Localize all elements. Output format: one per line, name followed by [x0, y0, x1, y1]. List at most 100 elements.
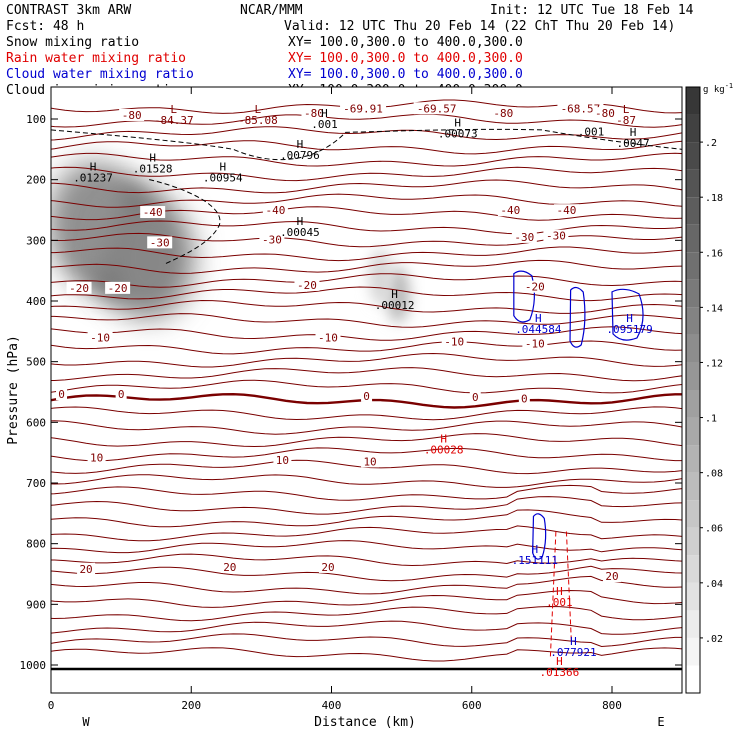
x-tick-label: 400 — [322, 699, 342, 712]
rain-contours — [549, 531, 572, 659]
isotherm-line — [51, 620, 682, 635]
isotherm-line — [51, 152, 682, 167]
x-axis-title: Distance (km) — [314, 715, 416, 730]
colorbar-frame — [685, 86, 701, 694]
temperature-label-bg — [592, 107, 618, 120]
temperature-label: 10 — [90, 452, 103, 465]
extremum-value: .001 — [546, 596, 573, 609]
isotherm-line — [51, 367, 682, 382]
x-tick-label: 200 — [181, 699, 201, 712]
isotherm-line — [51, 484, 682, 501]
colorbar-segment — [686, 472, 700, 501]
snow-blob — [368, 248, 393, 305]
extremum-marker: H — [219, 161, 226, 174]
isotherm-line — [51, 313, 682, 328]
temperature-label-bg — [553, 204, 579, 217]
colorbar-tick-label: .14 — [705, 303, 723, 314]
extremum-marker: H — [149, 151, 156, 164]
extremum-value: -87 — [616, 114, 636, 127]
colorbar-tick-label: .18 — [705, 193, 723, 204]
temperature-label-bg — [441, 335, 467, 348]
isotherm-line — [51, 433, 682, 448]
temperature-label-bg — [105, 281, 131, 294]
temperature-label-bg — [340, 102, 387, 115]
temperature-label-bg — [543, 229, 569, 242]
y-tick-label: 700 — [26, 477, 46, 490]
extremum-marker: H — [556, 585, 563, 598]
temperature-label: -40 — [143, 206, 163, 219]
colorbar-segment — [686, 390, 700, 418]
cloud-contours — [513, 270, 644, 560]
colorbar-tick-label: .06 — [705, 524, 723, 535]
extremum-value: .151111 — [512, 554, 558, 567]
temperature-label-bg — [66, 281, 92, 294]
header-model-title: CONTRAST 3km ARW — [6, 3, 131, 18]
header-field-label: Cloud water mixing ratio — [6, 67, 194, 82]
colorbar-tick-label: .2 — [705, 138, 717, 149]
extremum-marker: H — [626, 312, 633, 325]
temperature-label-bg — [511, 230, 537, 243]
extremum-marker: L — [170, 103, 177, 116]
temperature-label: 20 — [321, 561, 334, 574]
header-field-xy: XY= 100.0,300.0 to 400.0,300.0 — [288, 67, 523, 82]
header-field-label: Rain water mixing ratio — [6, 51, 186, 66]
y-axis-title: Pressure (hPa) — [6, 335, 21, 445]
extremum-value: .00012 — [375, 299, 415, 312]
colorbar-tick-label: .08 — [705, 469, 723, 480]
extremum-value: .00796 — [280, 149, 320, 162]
extremum-value: .077921 — [550, 646, 596, 659]
temperature-label: -80 — [122, 109, 142, 122]
temperature-label: -20 — [297, 279, 317, 292]
extremum-marker: H — [570, 635, 577, 648]
cloud-water-contour — [611, 288, 644, 341]
colorbar-tick-label: .04 — [705, 579, 723, 590]
temperature-label-bg — [262, 204, 288, 217]
extremum-marker: H — [297, 138, 304, 151]
y-tick-label: 900 — [26, 598, 46, 611]
extremum-value: .00028 — [424, 443, 464, 456]
temperature-label-bg — [603, 570, 621, 583]
cloud-water-contour — [513, 270, 535, 323]
temperature-label: -10 — [525, 338, 545, 351]
colorbar-segment — [686, 169, 700, 198]
temperature-label: 0 — [521, 392, 528, 405]
isotherm-line — [51, 352, 682, 368]
temperature-label: -80 — [304, 107, 324, 120]
temperature-label-bg — [56, 388, 68, 401]
temperature-label: -40 — [556, 204, 576, 217]
colorbar-tick-label: .02 — [705, 634, 723, 645]
colorbar-segment — [686, 610, 700, 638]
temperature-label-bg — [413, 102, 460, 115]
temperature-label-bg — [301, 107, 327, 120]
colorbar-tick-label: .16 — [705, 248, 723, 259]
temperature-label-bg — [77, 562, 96, 575]
extremum-marker: H — [440, 432, 447, 445]
temperature-label: -10 — [444, 335, 464, 348]
extremum-marker: H — [532, 543, 539, 556]
temperature-label: -40 — [265, 204, 285, 217]
isotherm-line — [51, 647, 682, 662]
temperature-label-bg — [87, 331, 113, 344]
temperature-label: -20 — [69, 282, 89, 295]
header-field-xy: XY= 100.0,300.0 to 400.0,300.0 — [288, 51, 523, 66]
isotherm-line — [51, 474, 682, 488]
y-tick-label: 800 — [26, 538, 46, 551]
x-tick-label: 800 — [602, 699, 622, 712]
isotherm-line — [51, 540, 682, 554]
temperature-label: -30 — [262, 233, 282, 246]
extremum-value: .00045 — [280, 226, 320, 239]
temperature-label: 0 — [118, 388, 125, 401]
x-tick-label: 0 — [48, 699, 55, 712]
y-tick-label: 1000 — [20, 659, 47, 672]
temperature-label: 10 — [276, 454, 289, 467]
y-tick-label: 200 — [26, 174, 46, 187]
isotherm-line — [51, 246, 682, 262]
cloud-water-contour — [532, 513, 547, 560]
temperature-label: -80 — [595, 107, 615, 120]
colorbar-segment — [686, 142, 700, 170]
temperature-label: -40 — [500, 204, 520, 217]
header-center-title: NCAR/MMM — [240, 3, 303, 18]
isotherm-line — [51, 140, 682, 155]
cloud-water-contour — [569, 286, 586, 348]
